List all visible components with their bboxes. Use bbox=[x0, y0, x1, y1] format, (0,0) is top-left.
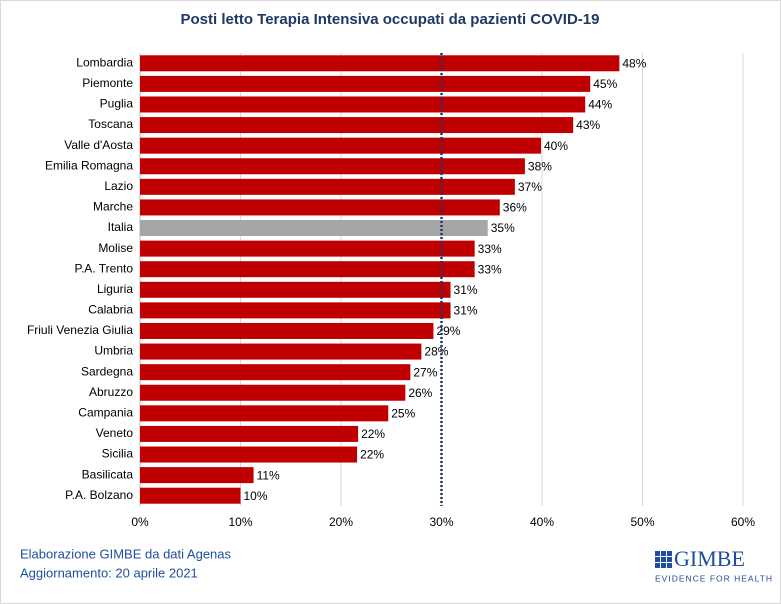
value-label: 44% bbox=[588, 98, 612, 112]
value-label: 33% bbox=[478, 242, 502, 256]
value-label: 33% bbox=[478, 262, 502, 276]
y-tick-label: Valle d'Aosta bbox=[64, 138, 133, 152]
value-label: 35% bbox=[491, 221, 515, 235]
value-label: 45% bbox=[593, 77, 617, 91]
y-tick-label: Toscana bbox=[88, 117, 133, 131]
value-label: 43% bbox=[576, 118, 600, 132]
source: Elaborazione GIMBE da dati Agenas bbox=[20, 546, 232, 561]
value-label: 31% bbox=[454, 283, 478, 297]
value-label: 36% bbox=[503, 201, 527, 215]
y-tick-label: Friuli Venezia Giulia bbox=[27, 323, 133, 337]
y-tick-label: Molise bbox=[98, 241, 133, 255]
bar bbox=[140, 487, 241, 504]
y-tick-label: P.A. Bolzano bbox=[65, 488, 133, 502]
bar bbox=[140, 55, 620, 72]
value-label: 38% bbox=[528, 159, 552, 173]
y-tick-label: Campania bbox=[78, 406, 133, 420]
x-tick-label: 40% bbox=[530, 515, 554, 529]
note: Aggiornamento: 20 aprile 2021 bbox=[20, 565, 198, 580]
bar bbox=[140, 117, 574, 134]
value-label: 26% bbox=[408, 386, 432, 400]
value-label: 10% bbox=[244, 489, 268, 503]
chart-title: Posti letto Terapia Intensiva occupati d… bbox=[181, 11, 600, 28]
bar bbox=[140, 425, 359, 442]
bar bbox=[140, 302, 451, 319]
x-tick-label: 50% bbox=[630, 515, 654, 529]
logo-name: GIMBE bbox=[674, 546, 745, 571]
bar bbox=[140, 261, 475, 278]
y-tick-label: Basilicata bbox=[82, 467, 134, 481]
y-tick-label: Piemonte bbox=[82, 76, 133, 90]
value-label: 27% bbox=[413, 365, 437, 379]
logo-icon bbox=[655, 551, 672, 568]
value-label: 25% bbox=[391, 407, 415, 421]
y-tick-label: Sardegna bbox=[81, 364, 133, 378]
bar bbox=[140, 220, 488, 237]
value-label: 40% bbox=[544, 139, 568, 153]
y-tick-label: Marche bbox=[93, 200, 133, 214]
value-label: 22% bbox=[360, 448, 384, 462]
logo-tagline: EVIDENCE FOR HEALTH bbox=[655, 573, 773, 583]
value-label: 29% bbox=[436, 324, 460, 338]
x-tick-label: 20% bbox=[329, 515, 353, 529]
bar bbox=[140, 467, 254, 484]
x-tick-label: 0% bbox=[131, 515, 149, 529]
bar bbox=[140, 240, 475, 257]
value-label: 22% bbox=[361, 427, 385, 441]
bar bbox=[140, 137, 541, 154]
y-tick-label: Emilia Romagna bbox=[45, 158, 133, 172]
bar bbox=[140, 364, 411, 381]
y-tick-label: Italia bbox=[108, 220, 134, 234]
bar bbox=[140, 96, 586, 113]
x-tick-label: 60% bbox=[731, 515, 755, 529]
y-tick-label: Umbria bbox=[94, 344, 133, 358]
bar bbox=[140, 405, 389, 422]
y-tick-label: Abruzzo bbox=[89, 385, 133, 399]
bar bbox=[140, 75, 591, 92]
y-tick-label: P.A. Trento bbox=[75, 261, 134, 275]
x-tick-label: 10% bbox=[228, 515, 252, 529]
value-label: 48% bbox=[622, 56, 646, 70]
value-label: 31% bbox=[454, 304, 478, 318]
bar bbox=[140, 199, 500, 216]
bar bbox=[140, 322, 434, 339]
y-tick-label: Puglia bbox=[100, 97, 134, 111]
y-tick-label: Liguria bbox=[97, 282, 133, 296]
bar bbox=[140, 178, 515, 195]
bar bbox=[140, 281, 451, 298]
bar bbox=[140, 446, 358, 463]
value-label: 28% bbox=[424, 345, 448, 359]
value-label: 37% bbox=[518, 180, 542, 194]
value-label: 11% bbox=[257, 468, 280, 482]
bar bbox=[140, 384, 406, 401]
y-tick-label: Veneto bbox=[96, 426, 134, 440]
y-tick-label: Calabria bbox=[88, 303, 133, 317]
y-tick-label: Sicilia bbox=[102, 447, 134, 461]
bar bbox=[140, 158, 525, 175]
x-tick-label: 30% bbox=[429, 515, 453, 529]
bar bbox=[140, 343, 422, 360]
y-tick-label: Lombardia bbox=[76, 55, 133, 69]
y-tick-label: Lazio bbox=[104, 179, 133, 193]
